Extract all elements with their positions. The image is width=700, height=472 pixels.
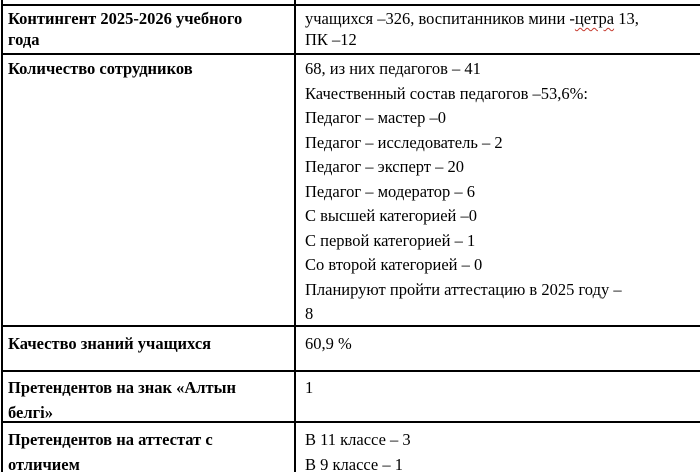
table-row-cropped-top [3,0,700,4]
value-line: Педагог – модератор – 6 [305,181,475,201]
value-line: 60,9 % [305,334,352,353]
row-value-cell [296,0,700,4]
row-value-cell: В 11 классе – 3 В 9 классе – 1 [296,423,700,472]
label-line: Количество сотрудников [8,59,193,78]
misspelled-word: цетра [574,9,615,28]
value-line: 8 [305,304,314,323]
row-label-cell: Количество сотрудников [3,55,296,325]
value-line: Планируют пройти аттестацию в 2025 году … [305,279,622,299]
row-value-cell: учащихся –326, воспитанников мини -цетра… [296,6,700,53]
value-line: С первой категорией – 1 [305,230,476,250]
value-line: В 9 классе – 1 [305,455,404,472]
label-line: Претендентов на знак «Алтын [8,378,237,397]
row-value-cell: 60,9 % [296,327,700,370]
label-line: Претендентов на аттестат с [8,430,213,449]
label-line: отличием [8,455,80,472]
value-line: Педагог – эксперт – 20 [305,157,465,176]
table-row-attestat: Претендентов на аттестат с отличием В 11… [3,421,700,472]
label-line: года [8,30,40,49]
misspelled-word: белгі [8,403,45,421]
row-value-cell: 1 [296,372,700,421]
row-label-cell: Контингент 2025-2026 учебного года [3,6,296,53]
label-line: Качество знаний учащихся [8,334,212,353]
value-text: учащихся –326, воспитанников мини - [305,9,575,28]
label-text: » [44,403,53,421]
value-line: ПК –12 [305,30,357,49]
table-row-staff: Количество сотрудников 68, из них педаго… [3,53,700,325]
row-value-cell: 68, из них педагогов – 41 Качественный с… [296,55,700,325]
row-label-cell [3,0,296,4]
row-label-cell: Качество знаний учащихся [3,327,296,370]
value-line: Со второй категорией – 0 [305,255,483,274]
value-line: 68, из них педагогов – 41 [305,59,481,78]
table-row-contingent: Контингент 2025-2026 учебного года учащи… [3,4,700,53]
value-line: Качественный состав педагогов –53,6%: [305,83,588,103]
table-row-knowledge-quality: Качество знаний учащихся 60,9 % [3,325,700,370]
table-row-altyn-belgi: Претендентов на знак «Алтын белгі» 1 [3,370,700,421]
value-line: 1 [305,378,314,397]
label-line: белгі» [8,400,290,421]
row-label-cell: Претендентов на аттестат с отличием [3,423,296,472]
value-text: 13, [614,9,639,28]
value-line: С высшей категорией –0 [305,206,477,225]
value-line: Педагог – мастер –0 [305,108,446,127]
value-line: Педагог – исследователь – 2 [305,132,503,152]
value-line: учащихся –326, воспитанников мини -цетра… [305,8,700,29]
label-line: Контингент 2025-2026 учебного [8,9,243,28]
row-label-cell: Претендентов на знак «Алтын белгі» [3,372,296,421]
value-line: В 11 классе – 3 [305,430,411,449]
